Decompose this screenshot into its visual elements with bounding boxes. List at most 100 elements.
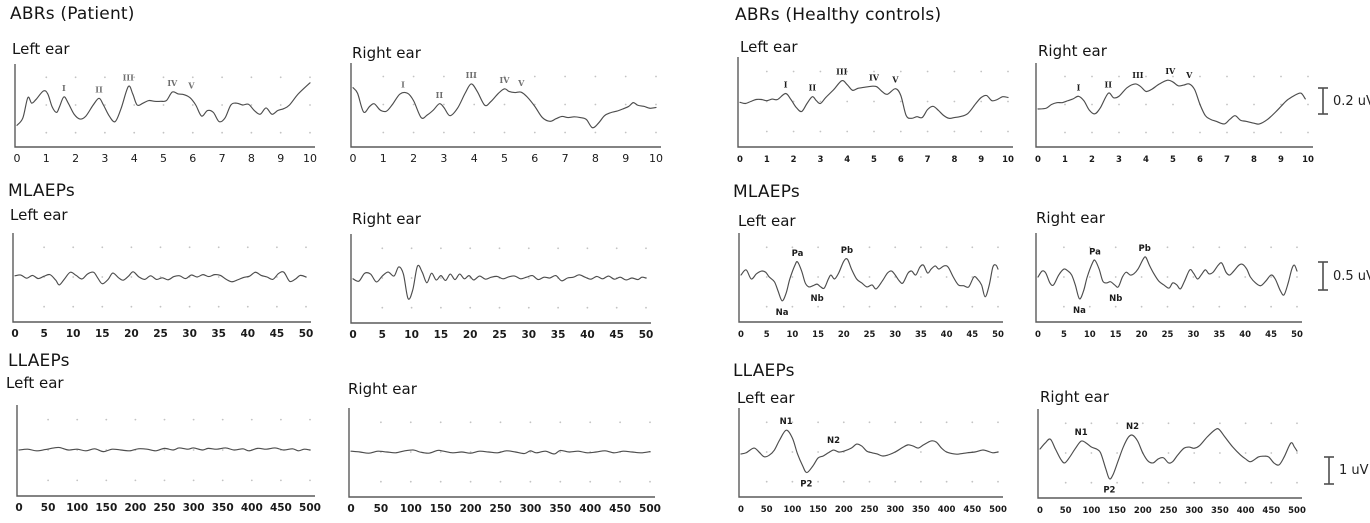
svg-text:100: 100 [784, 505, 802, 515]
svg-text:I: I [784, 80, 788, 90]
svg-text:P2: P2 [1103, 486, 1115, 496]
svg-text:III: III [836, 67, 847, 77]
svg-text:15: 15 [1110, 330, 1122, 340]
svg-text:150: 150 [95, 502, 117, 514]
waveform-plot-controls-mlaep-left: 0 5 10 15 20 25 30 35 40 45 50 Na Pa Nb Pb [738, 233, 1004, 340]
svg-text:II: II [809, 83, 817, 93]
svg-text:15: 15 [95, 328, 110, 340]
controls-llaep-title: LLAEPs [733, 361, 795, 381]
svg-text:200: 200 [1134, 506, 1152, 516]
svg-text:Pb: Pb [841, 246, 853, 256]
svg-text:400: 400 [579, 503, 601, 515]
svg-text:350: 350 [549, 503, 571, 515]
scale-bar-mlaep: 0.5 uV [1316, 260, 1370, 292]
svg-text:3: 3 [817, 155, 823, 165]
svg-text:500: 500 [299, 502, 321, 514]
svg-text:35: 35 [1213, 330, 1225, 340]
svg-text:6: 6 [531, 152, 538, 165]
svg-text:2: 2 [1089, 155, 1095, 165]
svg-text:Pa: Pa [1089, 247, 1101, 257]
svg-text:5: 5 [379, 329, 386, 341]
svg-text:10: 10 [1002, 155, 1014, 165]
svg-text:N2: N2 [827, 436, 840, 446]
waveform-plot-patient-mlaep-left: 0 5 10 15 20 25 30 35 40 45 50 [11, 233, 313, 340]
svg-text:400: 400 [938, 505, 956, 515]
svg-text:50: 50 [1291, 330, 1303, 340]
svg-text:III: III [1132, 70, 1143, 80]
svg-text:5: 5 [160, 152, 167, 165]
svg-text:45: 45 [609, 329, 624, 341]
svg-text:45: 45 [270, 328, 285, 340]
svg-text:Pb: Pb [1139, 244, 1151, 254]
svg-text:450: 450 [1262, 506, 1280, 516]
svg-text:300: 300 [1185, 506, 1203, 516]
svg-text:0: 0 [1035, 330, 1041, 340]
scale-bar-icon [1318, 261, 1328, 291]
svg-text:10: 10 [649, 152, 663, 165]
svg-text:0: 0 [14, 152, 21, 165]
svg-text:100: 100 [1083, 506, 1101, 516]
svg-text:50: 50 [374, 503, 389, 515]
svg-text:III: III [123, 73, 134, 83]
waveform-plot-patient-mlaep-right: 0 5 10 15 20 25 30 35 40 45 50 [349, 234, 653, 341]
svg-text:7: 7 [1224, 155, 1230, 165]
svg-text:350: 350 [1211, 506, 1229, 516]
svg-text:300: 300 [886, 505, 904, 515]
patient-mlaep-title: MLAEPs [8, 181, 75, 201]
waveform-plot-controls-mlaep-right: 0 5 10 15 20 25 30 35 40 45 50 Na Pa Nb Pb [1035, 233, 1303, 340]
svg-text:0: 0 [11, 328, 18, 340]
waveform-plot-patient-llaep-right: 0 50 100 150 200 250 300 350 400 450 500 [347, 408, 661, 515]
svg-text:20: 20 [838, 330, 850, 340]
svg-text:30: 30 [1187, 330, 1199, 340]
ear-label-patient-abr-right: Right ear [352, 44, 421, 62]
svg-text:4: 4 [844, 155, 850, 165]
svg-text:4: 4 [471, 152, 478, 165]
controls-abr-title: ABRs (Healthy controls) [735, 5, 942, 25]
svg-text:1: 1 [380, 152, 387, 165]
controls-mlaep-title: MLAEPs [733, 182, 800, 202]
svg-text:250: 250 [861, 505, 879, 515]
svg-text:8: 8 [248, 152, 255, 165]
svg-text:Nb: Nb [1109, 294, 1122, 304]
svg-text:10: 10 [303, 152, 317, 165]
svg-text:400: 400 [1237, 506, 1255, 516]
svg-text:10: 10 [404, 329, 419, 341]
svg-text:40: 40 [580, 329, 595, 341]
ear-label-controls-llaep-left: Left ear [737, 389, 795, 407]
svg-text:150: 150 [809, 505, 827, 515]
svg-text:9: 9 [277, 152, 284, 165]
svg-text:IV: IV [500, 75, 511, 85]
svg-text:50: 50 [761, 505, 773, 515]
scale-bar-llaep-label: 1 uV [1339, 463, 1369, 478]
svg-text:V: V [187, 81, 195, 91]
svg-text:5: 5 [764, 330, 770, 340]
svg-text:15: 15 [812, 330, 824, 340]
svg-text:250: 250 [490, 503, 512, 515]
ear-label-controls-abr-right: Right ear [1038, 42, 1107, 60]
svg-text:5: 5 [1170, 155, 1176, 165]
svg-text:50: 50 [992, 330, 1004, 340]
svg-text:6: 6 [898, 155, 904, 165]
svg-text:45: 45 [966, 330, 978, 340]
svg-text:500: 500 [1288, 506, 1306, 516]
svg-text:P2: P2 [800, 480, 812, 490]
svg-text:0: 0 [349, 329, 356, 341]
svg-text:25: 25 [153, 328, 168, 340]
svg-text:40: 40 [941, 330, 953, 340]
svg-text:5: 5 [501, 152, 508, 165]
svg-text:IV: IV [869, 72, 880, 82]
svg-text:0: 0 [1035, 155, 1041, 165]
svg-text:4: 4 [1143, 155, 1149, 165]
svg-text:35: 35 [211, 328, 226, 340]
svg-text:I: I [62, 83, 66, 93]
svg-text:II: II [436, 90, 444, 100]
svg-text:100: 100 [400, 503, 422, 515]
svg-text:30: 30 [182, 328, 197, 340]
svg-text:1: 1 [1062, 155, 1068, 165]
svg-text:II: II [1104, 79, 1112, 89]
svg-text:3: 3 [440, 152, 447, 165]
svg-text:25: 25 [864, 330, 876, 340]
svg-text:IV: IV [1165, 66, 1176, 76]
ear-label-controls-mlaep-left: Left ear [738, 212, 796, 230]
